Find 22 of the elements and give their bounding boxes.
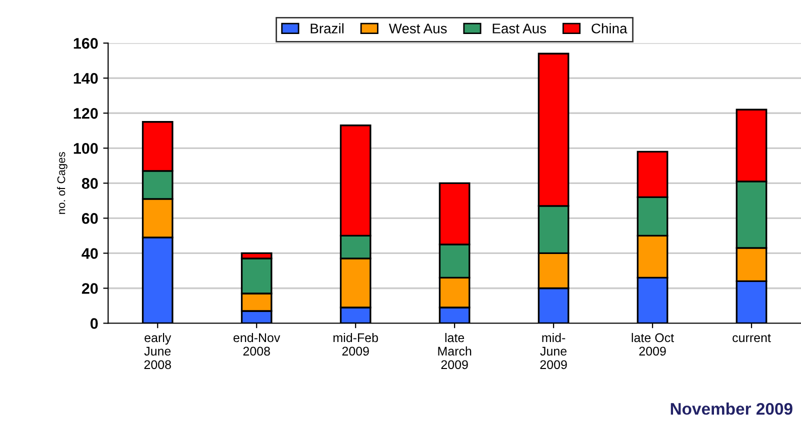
x-tick-label: late March 2009 — [438, 332, 472, 370]
y-tick-label: 20 — [82, 283, 98, 294]
y-axis-title: no. of Cages — [57, 152, 68, 214]
y-tick-label: 140 — [74, 72, 98, 84]
x-tick-label: early June 2008 — [144, 332, 172, 370]
x-tick-label: current — [732, 334, 771, 342]
legend-label: Brazil — [310, 23, 344, 34]
x-tick-label: end-Nov 2008 — [234, 332, 280, 356]
y-tick-label: 100 — [74, 143, 98, 154]
y-tick-label: 60 — [82, 213, 98, 224]
legend-label: West Aus — [388, 24, 447, 34]
y-tick-label: 0 — [90, 318, 98, 329]
legend-label: China — [592, 23, 628, 34]
x-tick-label: mid- June 2009 — [540, 332, 567, 370]
text: November 2009 — [670, 402, 792, 415]
y-tick-label: 160 — [74, 38, 98, 49]
x-tick-label: late Oct 2009 — [632, 332, 674, 356]
y-tick-label: 120 — [74, 108, 98, 119]
legend-label: East Aus — [492, 24, 546, 34]
y-tick-label: 40 — [82, 248, 98, 259]
y-tick-label: 80 — [82, 178, 98, 189]
x-tick-label: mid-Feb 2009 — [333, 332, 378, 356]
